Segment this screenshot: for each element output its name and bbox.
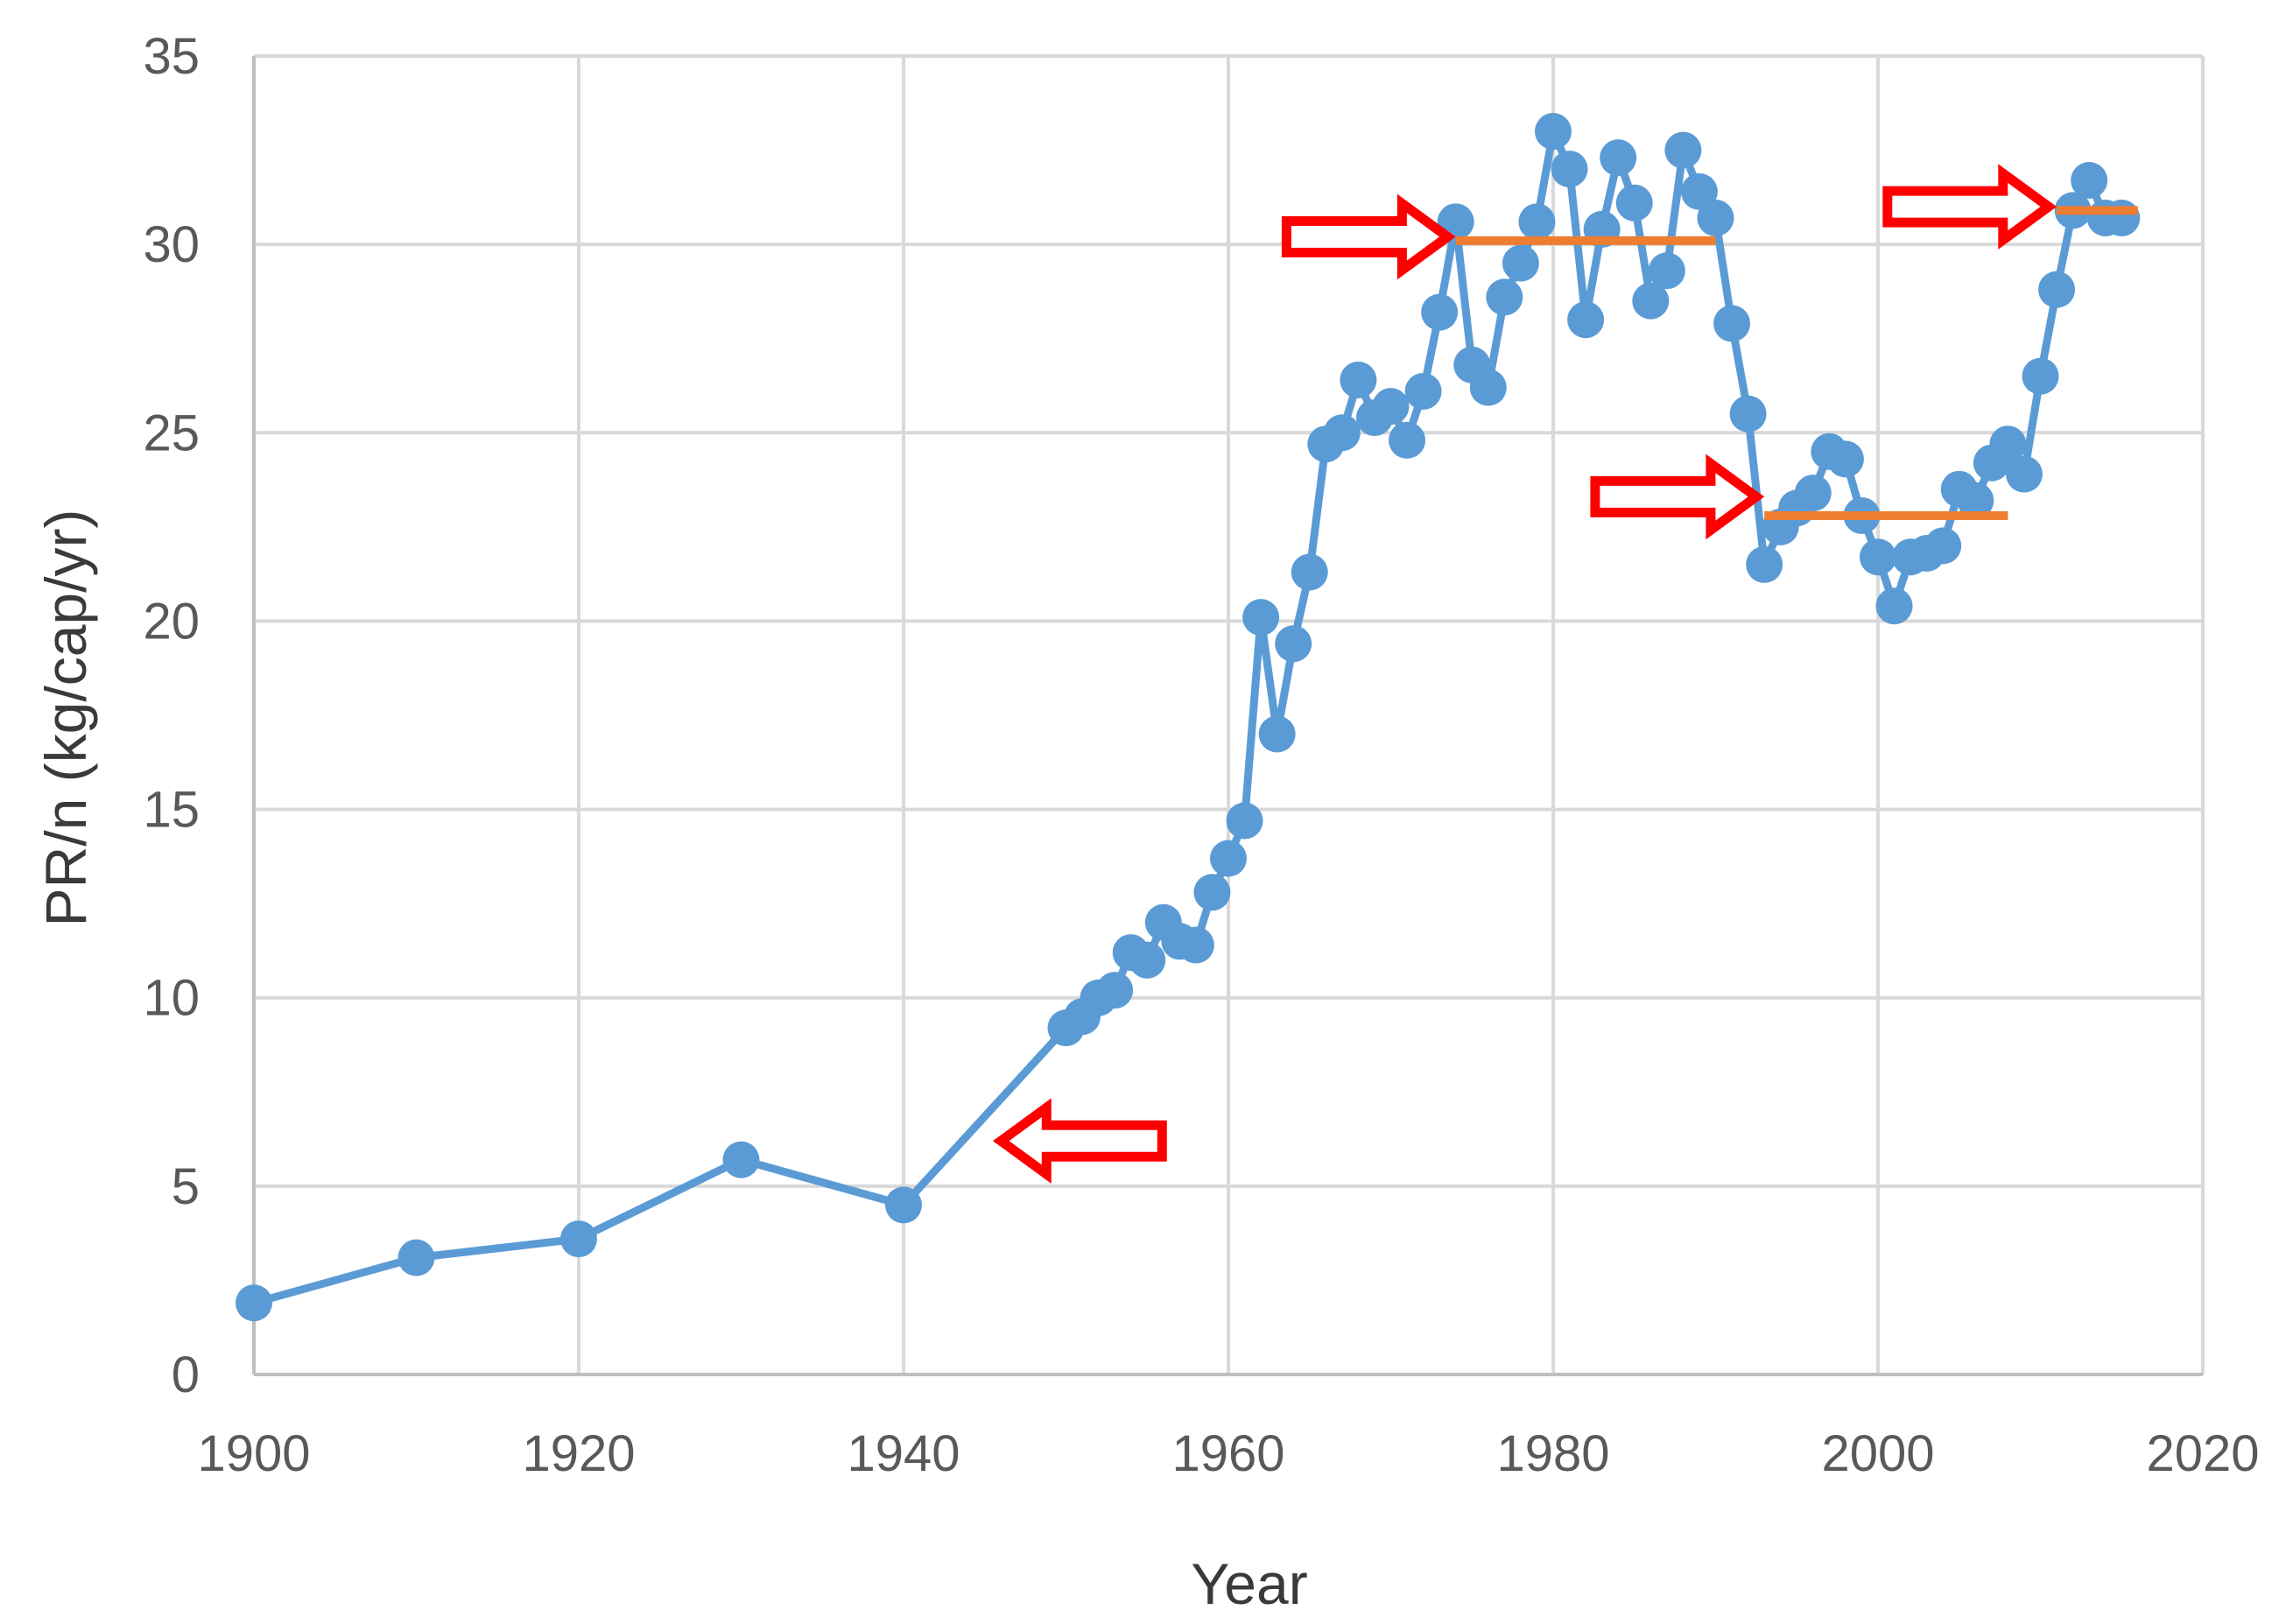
x-tick-label: 2020: [2146, 1425, 2259, 1482]
data-point: [1340, 362, 1377, 399]
data-point: [1372, 388, 1410, 425]
x-tick-label: 1960: [1171, 1425, 1284, 1482]
data-point: [1323, 414, 1361, 452]
data-point: [1632, 282, 1670, 320]
data-point: [1535, 113, 1572, 151]
data-point: [2071, 161, 2108, 199]
data-point: [1389, 421, 1426, 459]
data-point: [1794, 475, 1832, 512]
x-tick-label: 1900: [197, 1425, 310, 1482]
arrow-2011: [1882, 164, 2057, 250]
data-point: [1924, 527, 1962, 565]
data-point: [1421, 293, 1459, 331]
data-point: [1129, 941, 1166, 979]
x-tick-label: 2000: [1821, 1425, 1934, 1482]
data-point: [1567, 301, 1605, 339]
y-tick-label: 5: [172, 1158, 200, 1215]
data-point: [397, 1239, 435, 1276]
data-point: [1258, 715, 1296, 753]
data-point: [1746, 545, 1783, 583]
data-point: [1875, 587, 1913, 625]
y-tick-label: 15: [143, 782, 200, 839]
data-point: [1713, 305, 1751, 342]
y-tick-label: 30: [143, 216, 200, 273]
data-point: [1486, 278, 1523, 316]
data-point: [1680, 172, 1718, 210]
data-point: [2005, 455, 2043, 493]
gridlines: [254, 54, 2205, 1374]
arrow-1950: [992, 1098, 1167, 1185]
data-point: [1275, 625, 1312, 663]
data-point: [2022, 357, 2059, 395]
data-point: [2103, 200, 2141, 237]
y-tick-label: 20: [143, 593, 200, 650]
data-point: [1989, 425, 2027, 463]
y-axis-title: PR/n (kg/cap/yr): [33, 510, 98, 927]
data-point: [1600, 139, 1637, 177]
x-tick-label: 1980: [1496, 1425, 1609, 1482]
arrow-1974: [1281, 193, 1456, 280]
data-point: [1177, 926, 1214, 964]
x-tick-label: 1920: [522, 1425, 635, 1482]
data-point: [1210, 840, 1247, 877]
axes: [252, 56, 2203, 1376]
data-point: [1096, 972, 1134, 1009]
annotations-layer: [992, 164, 2138, 1185]
data-point: [1242, 599, 1280, 636]
data-point: [1664, 131, 1702, 169]
y-tick-label: 35: [143, 28, 200, 85]
data-point: [1291, 553, 1328, 591]
data-point: [1469, 369, 1507, 406]
data-point: [1826, 440, 1864, 478]
arrow-1993: [1590, 453, 1765, 540]
data-point: [1226, 802, 1263, 840]
data-point: [236, 1284, 272, 1322]
data-point: [560, 1220, 597, 1258]
y-tick-label: 25: [143, 404, 200, 461]
data-point: [1697, 200, 1734, 237]
data-point: [1193, 874, 1231, 911]
data-point: [722, 1141, 760, 1178]
data-point: [1518, 203, 1556, 241]
y-tick-label: 10: [143, 970, 200, 1027]
data-point: [1648, 252, 1685, 290]
data-point: [1729, 395, 1767, 432]
data-point: [885, 1186, 922, 1224]
data-point: [1615, 184, 1653, 221]
data-point: [2038, 271, 2076, 308]
x-tick-labels: 1900 1920 1940 1960 1980 2000 2020: [197, 1425, 2259, 1482]
data-point: [1957, 482, 1994, 519]
y-tick-label: 0: [172, 1346, 200, 1403]
data-point: [1404, 372, 1442, 410]
y-tick-labels: 0 5 10 15 20 25 30 35: [143, 28, 200, 1403]
data-point: [1551, 151, 1588, 188]
data-point: [1860, 538, 1896, 576]
x-tick-label: 1940: [847, 1425, 960, 1482]
data-point: [1502, 244, 1539, 282]
x-axis-title: Year: [1191, 1551, 1307, 1616]
